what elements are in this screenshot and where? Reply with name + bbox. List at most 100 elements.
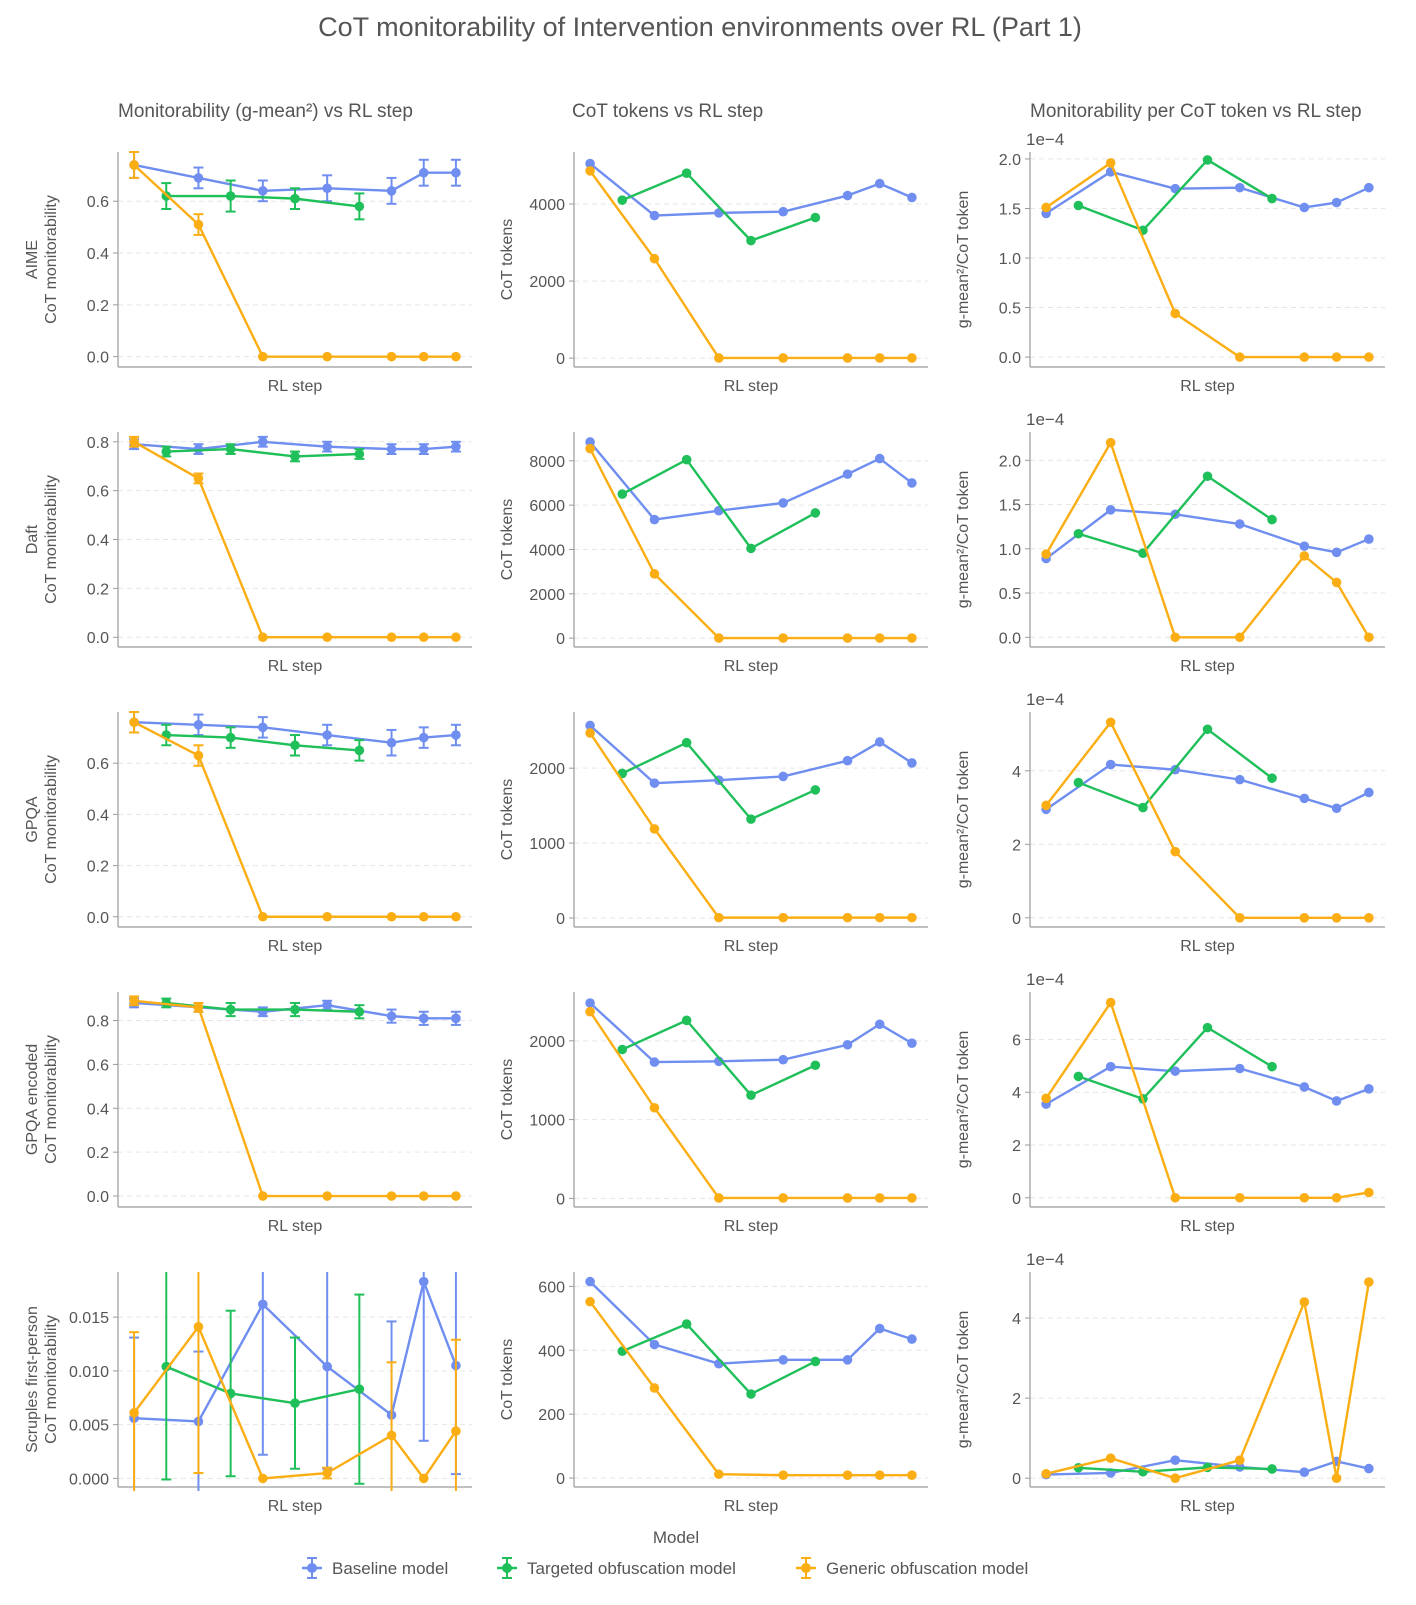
data-point	[354, 1006, 365, 1017]
data-point	[874, 737, 885, 747]
series-line	[621, 1019, 816, 1097]
y-tick-label: 0.8	[87, 435, 109, 452]
y-tick-label: 6	[1012, 1032, 1021, 1049]
y-tick-label: 0.6	[87, 1057, 109, 1074]
y-tick-label: 0	[1012, 1471, 1021, 1488]
legend-label: Targeted obfuscation model	[527, 1559, 736, 1578]
data-point	[714, 1469, 724, 1480]
data-point	[778, 353, 788, 363]
series-generic-obfuscation-model	[585, 728, 917, 923]
data-point	[842, 1039, 853, 1050]
y-exponent-label: 1e−4	[1026, 130, 1064, 149]
data-point	[418, 444, 429, 454]
legend-point-swatch	[307, 1563, 317, 1573]
series-line	[589, 732, 912, 919]
y-exponent-label: 1e−4	[1026, 970, 1064, 989]
data-point	[161, 446, 172, 457]
data-point	[1170, 1455, 1181, 1465]
data-point	[129, 717, 139, 728]
data-point	[1364, 352, 1374, 362]
y-axis-label: g-mean²/CoT token	[955, 1311, 972, 1449]
data-point	[778, 771, 788, 782]
y-tick-label: 1.5	[999, 201, 1021, 218]
data-point	[451, 911, 461, 922]
data-point	[451, 1191, 461, 1201]
data-point	[617, 1044, 628, 1055]
data-point	[290, 1004, 300, 1015]
data-point	[585, 1276, 595, 1287]
data-point	[1331, 352, 1342, 362]
data-point	[1041, 549, 1051, 559]
data-point	[649, 824, 660, 834]
series-line	[1045, 1281, 1371, 1480]
data-point	[322, 1468, 332, 1478]
data-point	[1234, 1063, 1245, 1074]
data-point	[1041, 1468, 1051, 1479]
data-point	[290, 193, 300, 204]
data-point	[842, 469, 853, 479]
data-point	[746, 235, 756, 246]
series-generic-obfuscation-model	[129, 995, 461, 1201]
data-point	[874, 1470, 885, 1480]
data-point	[1105, 759, 1116, 770]
data-point	[1267, 1464, 1277, 1474]
data-point	[451, 167, 461, 178]
data-point	[290, 1398, 300, 1408]
data-point	[418, 351, 429, 362]
y-tick-label: 1.0	[999, 251, 1021, 268]
y-tick-label: 4000	[529, 542, 565, 559]
y-axis-label: g-mean²/CoT token	[955, 471, 972, 609]
data-point	[1041, 202, 1051, 213]
data-point	[1331, 547, 1342, 558]
y-tick-label: 0.5	[999, 301, 1021, 318]
data-point	[1299, 541, 1310, 551]
data-point	[290, 451, 300, 462]
data-point	[810, 508, 821, 518]
series-line	[1045, 508, 1370, 560]
series-line	[589, 1002, 913, 1064]
series-line	[589, 162, 913, 217]
data-point	[451, 1426, 461, 1436]
x-axis-label: RL step	[1180, 938, 1235, 955]
data-point	[907, 1470, 917, 1480]
series-line	[133, 163, 456, 193]
y-tick-label: 0.4	[87, 1101, 109, 1118]
data-point	[714, 1193, 724, 1203]
y-axis-label: CoT monitorability	[43, 195, 60, 324]
data-point	[649, 253, 660, 264]
y-tick-label: 0.6	[87, 484, 109, 501]
panel-daft-monitorability: 0.0 0.2 0.4 0.6 0.8 RL step Daft CoT monitorabi…	[24, 432, 472, 675]
data-point	[1299, 202, 1310, 213]
y-axis-label: CoT monitorability	[43, 475, 60, 604]
series-baseline-model	[1041, 1061, 1374, 1109]
y-tick-label: 8000	[529, 454, 565, 471]
data-point	[1041, 1093, 1051, 1104]
series-line	[166, 733, 360, 752]
data-point	[451, 351, 461, 362]
series-line	[589, 448, 912, 640]
data-point	[1105, 158, 1116, 168]
y-tick-label: 6000	[529, 498, 565, 515]
data-point	[585, 720, 595, 731]
data-point	[1364, 632, 1374, 643]
data-point	[386, 1191, 397, 1201]
data-point	[386, 737, 397, 748]
y-tick-label: 0.4	[87, 246, 109, 263]
data-point	[874, 1193, 885, 1203]
series-targeted-obfuscation-model	[1073, 724, 1277, 813]
y-tick-label: 2	[1012, 1138, 1021, 1155]
series-generic-obfuscation-model	[129, 435, 461, 643]
series-baseline-model	[585, 437, 917, 525]
data-point	[258, 722, 268, 733]
series-line	[621, 741, 816, 821]
y-axis-label: AIME	[24, 240, 41, 279]
panel-scruples-first-person-per_token: 0 2 4 1e−4 RL step g-mean²/CoT token	[955, 1250, 1385, 1515]
x-axis-label: RL step	[1180, 1218, 1235, 1235]
data-point	[1267, 1061, 1277, 1072]
data-point	[907, 478, 917, 488]
data-point	[1331, 1473, 1342, 1483]
y-axis-label: CoT monitorability	[43, 1315, 60, 1444]
series-baseline-model	[585, 1276, 917, 1369]
data-point	[874, 1323, 885, 1334]
y-axis-label: GPQA encoded	[24, 1044, 41, 1155]
